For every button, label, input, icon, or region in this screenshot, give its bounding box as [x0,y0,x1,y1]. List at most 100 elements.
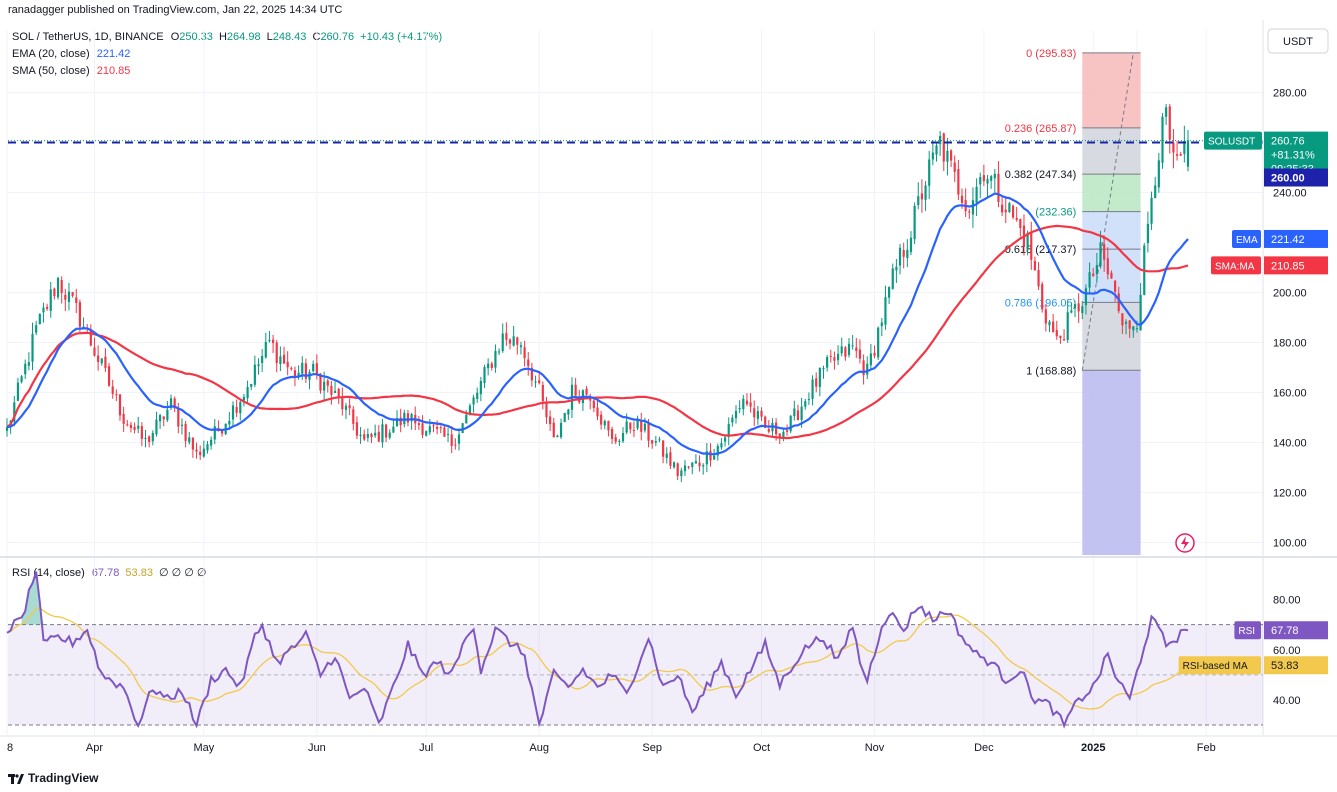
candle-body [199,451,202,456]
candle-body [785,430,789,432]
candle-body [315,363,318,375]
candle-body [902,250,905,257]
candle-body [727,423,730,437]
candle [600,410,603,430]
candle-body [811,379,814,399]
rsi-tag-value: 67.78 [1271,625,1299,637]
candle [592,398,595,413]
candle [508,338,512,350]
candle [691,462,694,475]
candle [836,345,840,365]
candle [1103,236,1106,272]
candle [1055,320,1058,340]
candle [1008,201,1011,213]
candle [1092,267,1095,277]
candle [1033,256,1037,271]
candle [253,355,256,388]
candle [111,379,114,399]
candle [672,461,676,469]
candle-body [822,367,825,369]
candle [785,424,789,436]
candle-body [971,200,975,215]
price-tag-box [1264,256,1328,275]
candle-body [1172,142,1175,153]
candle [920,179,924,213]
candle [355,416,359,440]
symbol-title[interactable]: SOL / TetherUS, 1D, BINANCE [12,31,164,43]
candle-body [505,333,508,340]
rsi-legend[interactable]: RSI (14, close) 67.78 53.83 ∅ ∅ ∅ ∅ [12,566,207,579]
candle-body [162,416,165,420]
candle [1059,335,1062,344]
currency-button[interactable]: USDT [1283,36,1313,48]
candle [949,149,953,167]
candle-body [629,422,632,430]
rsi-legend-value: 67.78 [91,567,120,579]
tradingview-brand[interactable]: TradingView [8,771,98,785]
candle-body [377,431,380,442]
candle [195,442,198,459]
candle-body [461,423,464,434]
candle [720,438,723,450]
candle [501,323,504,353]
candle-body [286,361,289,368]
candle [888,286,891,305]
candle-body [1037,269,1040,287]
candle-body [115,394,118,396]
candle [541,381,544,410]
candle-body [129,424,133,429]
candle [614,433,617,445]
candle [953,155,956,182]
candle [118,394,122,421]
candle [304,358,307,384]
candle-body [1168,106,1171,140]
low-label: L [266,31,273,43]
candle-body [213,426,216,440]
price-tag-value: 260.00 [1271,173,1305,185]
candle-body [436,427,439,429]
candle [228,411,231,430]
candle [1048,320,1051,333]
open-value: 250.33 [179,31,213,43]
candle-body [271,339,275,344]
candle [1011,204,1015,220]
candle-body [374,432,377,436]
candle [89,324,92,347]
candle [723,436,727,447]
candle-body [993,173,996,179]
candle-body [920,193,924,200]
candle-body [53,288,56,297]
candle-body [982,175,985,182]
candle [1168,103,1171,154]
candle [344,402,348,419]
price-tag-change: +81.31% [1271,150,1315,162]
candle-body [1117,293,1120,312]
candle [261,349,264,372]
candle-body [625,421,628,433]
sma-legend[interactable]: SMA (50, close) 210.85 [12,65,130,77]
candle [971,187,975,228]
candle-body [738,407,741,410]
candle-body [242,396,246,401]
price-tag-label-box [1211,256,1261,275]
ema-legend[interactable]: EMA (20, close) 221.42 [12,48,130,60]
candle [20,375,23,384]
price-tag-label: SMA:MA [1215,261,1255,272]
candle-body [169,398,173,408]
candle-body [687,466,690,468]
candle [439,425,442,434]
candle [519,341,523,355]
fib-level-label-0.618: 0.618 (217.37) [1005,244,1077,256]
time-axis-label: May [193,742,214,754]
candle-body [647,423,650,441]
candle-body [953,162,956,172]
candle-body [497,351,501,353]
candle-body [651,440,654,444]
candle [352,406,355,431]
candle-body [804,401,807,407]
candle [658,436,661,443]
candle [877,326,880,360]
candle [891,263,894,290]
candle-body [64,294,67,300]
